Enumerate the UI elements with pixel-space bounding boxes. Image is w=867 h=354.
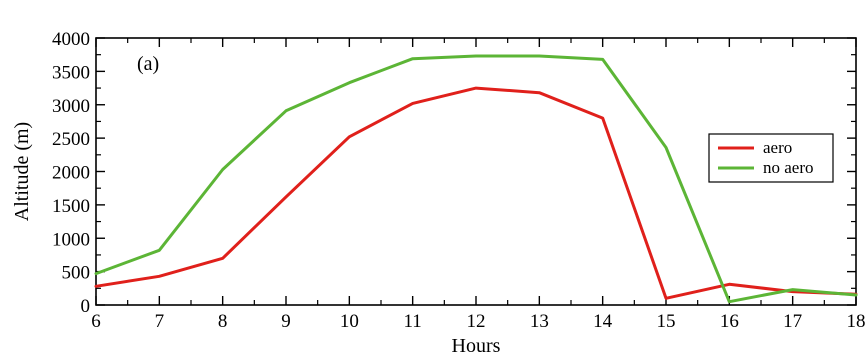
x-tick-label: 10 xyxy=(340,311,359,332)
x-tick-label: 13 xyxy=(530,311,549,332)
y-tick-label: 4000 xyxy=(52,29,90,50)
x-tick-label: 12 xyxy=(467,311,486,332)
legend-label: aero xyxy=(763,138,792,157)
y-tick-label: 1500 xyxy=(52,196,90,217)
x-tick-label: 6 xyxy=(91,311,101,332)
series-line-no-aero xyxy=(94,54,858,304)
legend-label: no aero xyxy=(763,158,814,177)
y-tick-label: 2000 xyxy=(52,163,90,184)
x-tick-label: 7 xyxy=(155,311,165,332)
x-axis-title: Hours xyxy=(452,335,501,354)
series-group xyxy=(94,54,858,304)
x-tick-label: 18 xyxy=(847,311,866,332)
y-tick-label: 0 xyxy=(81,296,91,317)
series-line-aero xyxy=(94,86,858,300)
x-tick-label: 9 xyxy=(281,311,291,332)
y-tick-label: 500 xyxy=(62,263,91,284)
x-tick-label: 8 xyxy=(218,311,228,332)
y-tick-label: 1000 xyxy=(52,229,90,250)
y-tick-label: 3000 xyxy=(52,96,90,117)
x-tick-label: 16 xyxy=(720,311,739,332)
legend-box xyxy=(708,133,834,183)
y-tick-label: 2500 xyxy=(52,129,90,150)
panel-label: (a) xyxy=(137,53,159,75)
x-tick-label: 14 xyxy=(593,311,613,332)
y-tick-label: 3500 xyxy=(52,62,90,83)
axes: 6 7 8 9 10 11 12 13 14 15 16 17 18 0 500 1000 1500 2000 25… xyxy=(52,29,866,332)
y-axis-title: Altitude (m) xyxy=(11,122,33,221)
x-tick-label: 15 xyxy=(657,311,676,332)
x-tick-label: 17 xyxy=(783,311,802,332)
x-tick-label: 11 xyxy=(404,311,422,332)
